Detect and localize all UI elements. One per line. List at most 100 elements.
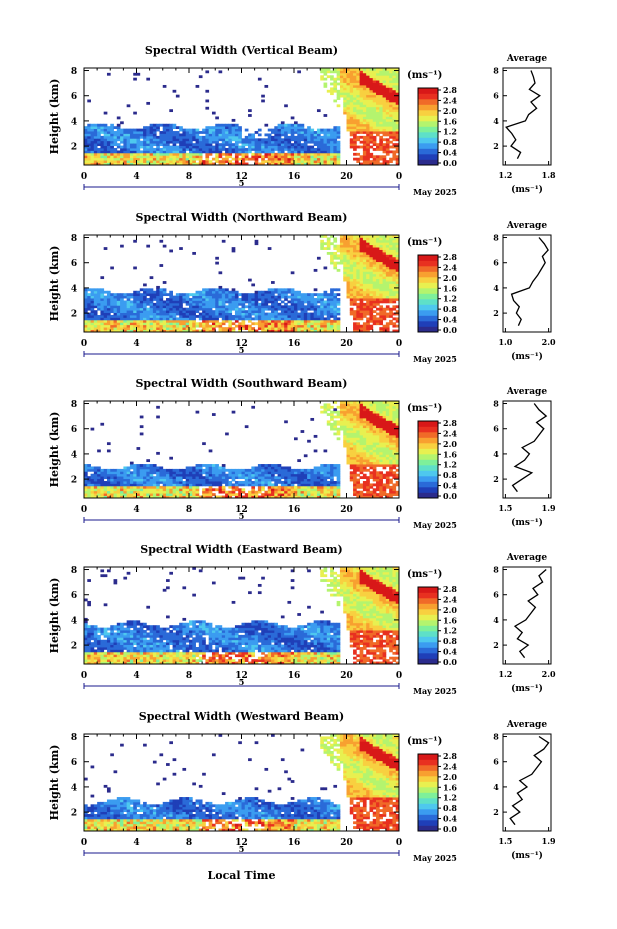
heatmap-cell bbox=[389, 109, 393, 113]
heatmap-cell bbox=[395, 271, 400, 275]
panel-1: Spectral Width (Northward Beam)2468Heigh… bbox=[48, 211, 556, 364]
heatmap-cell bbox=[353, 143, 357, 146]
heatmap-cell bbox=[175, 481, 180, 484]
heatmap-cell bbox=[372, 298, 377, 301]
heatmap-cell bbox=[349, 138, 354, 142]
heatmap-cell bbox=[113, 481, 118, 484]
heatmap-cell bbox=[382, 285, 387, 289]
heatmap-cell bbox=[93, 485, 98, 489]
heatmap-cell bbox=[231, 478, 236, 482]
heatmap-cell bbox=[133, 298, 137, 301]
heatmap-cell bbox=[333, 82, 338, 86]
heatmap-cell bbox=[323, 481, 328, 484]
heatmap-cell bbox=[290, 160, 295, 163]
heatmap-cell bbox=[349, 266, 354, 270]
heatmap-cell bbox=[120, 145, 124, 149]
heatmap-cell bbox=[392, 259, 397, 263]
heatmap-cell bbox=[152, 310, 157, 313]
heatmap-cell bbox=[267, 150, 272, 154]
heatmap-cell bbox=[182, 157, 187, 161]
heatmap-cell bbox=[152, 481, 157, 484]
heatmap-cell bbox=[316, 155, 321, 159]
heatmap-cell bbox=[120, 160, 124, 163]
heatmap-cell bbox=[323, 327, 328, 330]
heatmap-cell bbox=[202, 305, 206, 309]
heatmap-cell bbox=[353, 114, 357, 117]
heatmap-cell bbox=[129, 464, 134, 467]
heatmap-cell bbox=[136, 464, 141, 467]
heatmap-cell bbox=[385, 160, 390, 163]
heatmap-cell bbox=[261, 324, 265, 328]
heatmap-cell bbox=[362, 312, 367, 316]
heatmap-cell bbox=[169, 295, 173, 299]
heatmap-cell bbox=[366, 244, 370, 248]
heatmap-cell bbox=[244, 324, 249, 328]
heatmap-cell bbox=[284, 490, 288, 494]
heatmap-cell bbox=[218, 495, 223, 499]
heatmap-cell bbox=[126, 329, 131, 333]
heatmap-cell bbox=[192, 319, 196, 323]
heatmap-cell bbox=[225, 290, 229, 294]
heatmap-cell bbox=[225, 152, 229, 156]
heatmap-cell bbox=[395, 77, 400, 81]
heatmap-cell bbox=[228, 140, 233, 144]
heatmap-cell bbox=[376, 92, 380, 96]
heatmap-cell bbox=[110, 148, 114, 151]
heatmap-cell bbox=[316, 490, 321, 494]
heatmap-cell bbox=[366, 116, 370, 120]
heatmap-cell bbox=[392, 295, 397, 299]
heatmap-cell bbox=[159, 493, 164, 496]
heatmap-cell bbox=[356, 278, 361, 282]
heatmap-cell bbox=[359, 118, 364, 122]
heatmap-cell bbox=[103, 468, 108, 472]
heatmap-cell bbox=[271, 310, 275, 313]
heatmap-cell bbox=[228, 468, 233, 472]
heatmap-cell bbox=[349, 92, 354, 96]
heatmap-cell bbox=[379, 278, 383, 282]
heatmap-cell bbox=[274, 483, 278, 487]
heatmap-cell bbox=[376, 251, 380, 255]
heatmap-cell bbox=[136, 128, 141, 132]
heatmap-cell bbox=[382, 310, 387, 313]
heatmap-cell bbox=[323, 145, 328, 149]
heatmap-cell bbox=[228, 123, 233, 127]
heatmap-cell bbox=[343, 259, 347, 263]
heatmap-cell bbox=[97, 319, 101, 323]
heatmap-cell bbox=[271, 140, 275, 144]
heatmap-cell bbox=[228, 160, 233, 163]
heatmap-cell bbox=[366, 72, 370, 76]
heatmap-cell bbox=[166, 473, 170, 477]
heatmap-cell bbox=[382, 300, 387, 304]
heatmap-cell bbox=[261, 290, 265, 294]
heatmap-cell bbox=[228, 485, 233, 489]
heatmap-cell bbox=[123, 319, 128, 323]
heatmap-cell bbox=[192, 128, 196, 132]
heatmap-cell bbox=[379, 256, 383, 260]
heatmap-cell bbox=[392, 317, 397, 321]
heatmap-cell bbox=[149, 302, 154, 306]
heatmap-cell bbox=[382, 251, 387, 255]
heatmap-cell bbox=[313, 317, 318, 321]
heatmap-cell bbox=[346, 264, 351, 267]
heatmap-cell bbox=[343, 82, 347, 86]
heatmap-cell bbox=[251, 471, 256, 475]
heatmap-cell bbox=[307, 293, 311, 297]
heatmap-cell bbox=[303, 473, 308, 477]
heatmap-cell bbox=[208, 471, 213, 475]
heatmap-cell bbox=[87, 148, 91, 151]
heatmap-cell bbox=[303, 481, 308, 484]
heatmap-cell bbox=[323, 148, 328, 151]
heatmap-cell bbox=[323, 488, 328, 492]
heatmap-cell bbox=[287, 152, 292, 156]
heatmap-cell bbox=[136, 327, 141, 330]
heatmap-cell bbox=[333, 317, 338, 321]
heatmap-cell bbox=[185, 490, 190, 494]
heatmap-cell bbox=[379, 128, 383, 132]
heatmap-cell bbox=[215, 128, 219, 132]
heatmap-cell bbox=[218, 293, 223, 297]
heatmap-cell bbox=[395, 138, 400, 142]
heatmap-cell bbox=[353, 254, 357, 258]
heatmap-cell bbox=[169, 128, 173, 132]
heatmap-cell bbox=[294, 319, 298, 323]
heatmap-cell bbox=[189, 468, 193, 472]
